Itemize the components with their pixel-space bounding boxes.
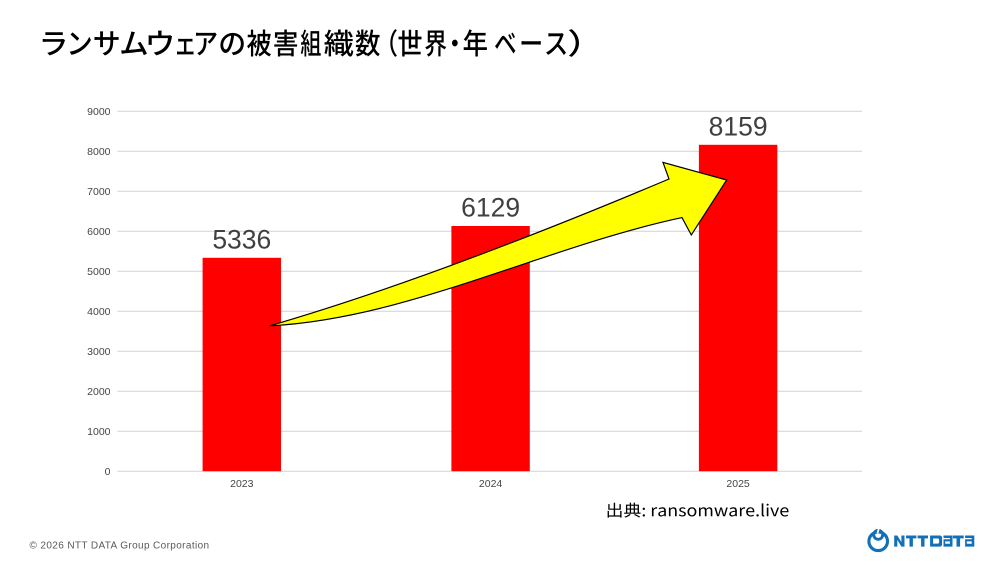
svg-text:6129: 6129 [461,193,520,223]
svg-text:2025: 2025 [726,478,750,490]
svg-text:7000: 7000 [87,186,111,198]
svg-text:1000: 1000 [87,426,111,438]
svg-text:2000: 2000 [87,386,111,398]
svg-text:2024: 2024 [479,478,503,490]
svg-text:0: 0 [105,466,111,478]
svg-text:5000: 5000 [87,266,111,278]
svg-text:9000: 9000 [87,106,111,118]
svg-text:6000: 6000 [87,226,111,238]
svg-text:4000: 4000 [87,306,111,318]
svg-text:2023: 2023 [230,478,254,490]
svg-text:8000: 8000 [87,146,111,158]
svg-text:8159: 8159 [709,112,768,142]
svg-text:3000: 3000 [87,346,111,358]
svg-text:© 2026 NTT DATA Group Corporat: © 2026 NTT DATA Group Corporation [30,541,210,552]
svg-text:5336: 5336 [212,225,271,255]
